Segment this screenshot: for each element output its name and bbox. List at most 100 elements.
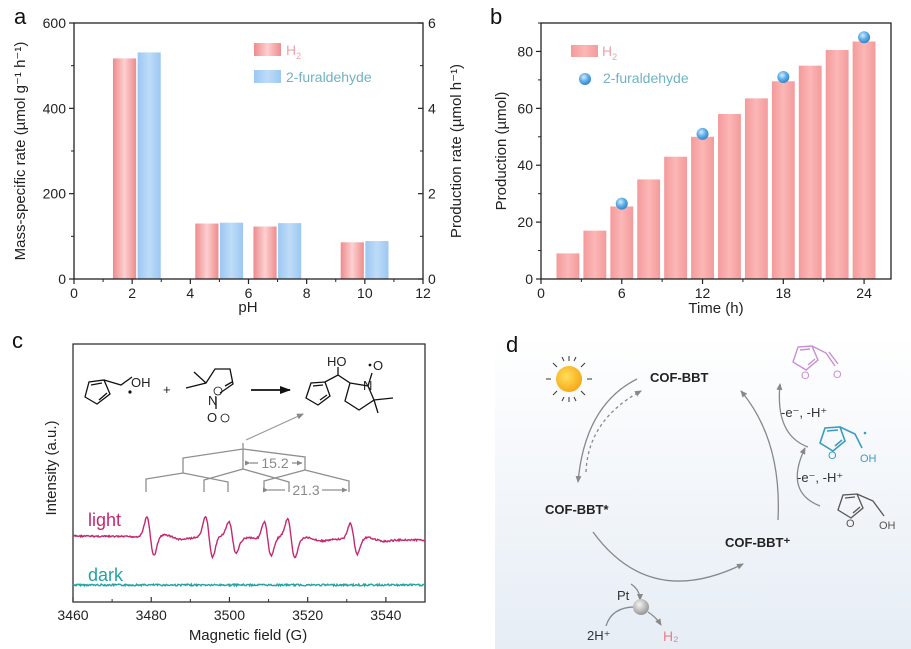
y2-tick-label: 4 [428, 100, 436, 116]
x-tick-label: 3500 [214, 607, 245, 623]
panel-a-x-axis-label: pH [238, 299, 257, 316]
pt-arrow [630, 583, 643, 601]
furfural-structure [792, 345, 839, 371]
plus-sign: + [163, 382, 171, 397]
panel-b-legend: H2 2-furaldehyde [571, 43, 689, 86]
spin-adduct-structure [305, 367, 394, 414]
x-tick-label: 3460 [57, 607, 88, 623]
furfuryl-alcohol-radical-structure [84, 376, 133, 405]
product-n-label: N [363, 378, 372, 393]
bar-h2 [112, 58, 137, 280]
y-tick-label: 600 [43, 15, 67, 31]
bar-furaldehyde [278, 223, 302, 279]
x-tick-label: 6 [618, 285, 626, 301]
x-tick-label: 0 [537, 285, 545, 301]
bar-h2 [610, 206, 634, 279]
epr-trace-dark [72, 582, 426, 588]
regeneration-arrow [740, 390, 780, 521]
reactant-oh-label: OH [131, 375, 151, 390]
pt-label: Pt [617, 588, 630, 603]
furfuryl-alcohol-structure [837, 493, 885, 519]
radical-ring-o: O [828, 450, 837, 462]
bar-h2 [556, 253, 580, 279]
step-label-1: -e⁻, -H⁺ [781, 405, 827, 420]
bar-furaldehyde [219, 222, 244, 279]
oxidation-arrow-1 [796, 447, 821, 507]
furfural-carbonyl-o: O [833, 369, 842, 381]
trace-label-dark: dark [88, 565, 124, 585]
x-tick-label: 0 [70, 285, 78, 301]
panel-a-x-ticks: 0 2 4 6 8 10 12 [70, 279, 431, 301]
panel-b-bars [556, 41, 876, 280]
dmpo-structure [185, 368, 234, 409]
point-furaldehyde [858, 31, 871, 44]
bar-h2 [340, 242, 364, 279]
panel-a: a 0 2 4 6 8 10 12 0 200 400 600 0 2 4 6 pH Mass-spec… [12, 4, 465, 316]
bar-h2 [691, 136, 714, 279]
dmpo-n-label: N [208, 393, 217, 408]
y-tick-label: 0 [58, 271, 66, 287]
product-ho-label: HO [327, 354, 347, 369]
cof-bbt-label: COF-BBT [650, 370, 709, 385]
panel-a-bars [112, 52, 389, 280]
y-tick-label: 200 [43, 186, 67, 202]
radical-dot-icon [368, 363, 372, 367]
h2-product-label: H₂ [663, 628, 679, 644]
bar-furaldehyde [365, 241, 389, 279]
radical-oh-label: OH [860, 453, 877, 465]
panel-b: b 0 6 12 18 24 0 20 40 60 80 Time (h) Production… [490, 4, 892, 317]
bar-h2 [771, 81, 795, 279]
trace-label-light: light [88, 510, 121, 530]
legend-swatch-h2 [571, 45, 598, 57]
adduct-pointer-arrow [245, 413, 304, 441]
cof-bbt-excited-label: COF-BBT* [545, 502, 609, 517]
splitting-label-15-2: 15.2 [261, 455, 288, 471]
legend-label-h2: H2 [286, 42, 301, 61]
pt-particle-icon [633, 599, 649, 615]
panel-a-y-ticks: 0 200 400 600 [43, 15, 74, 287]
x-tick-label: 6 [245, 285, 253, 301]
y-tick-label: 400 [43, 100, 67, 116]
cof-bbt-plus-label: COF-BBT⁺ [725, 535, 790, 550]
bar-h2 [195, 223, 219, 279]
x-tick-label: 10 [357, 285, 373, 301]
oxidation-arrow-2 [776, 383, 809, 448]
point-furaldehyde [696, 127, 709, 140]
bar-h2 [253, 226, 277, 279]
bar-h2 [825, 50, 849, 280]
h2-release-arrow [647, 611, 662, 626]
panel-c-x-axis-label: Magnetic field (G) [189, 627, 307, 644]
panel-c-y-axis-label: Intensity (a.u.) [43, 420, 60, 515]
bar-h2 [744, 98, 768, 279]
y2-tick-label: 0 [428, 271, 436, 287]
panel-a-y2-axis-label: Production rate (µmol h⁻¹) [448, 64, 465, 238]
dmpo-o-label: O [207, 410, 217, 425]
x-tick-label: 8 [303, 285, 311, 301]
step-label-2: -e⁻, -H⁺ [797, 470, 843, 485]
x-tick-label: 18 [776, 285, 792, 301]
legend-marker-furaldehyde [579, 73, 591, 85]
x-tick-label: 24 [856, 285, 872, 301]
epr-trace-light [72, 515, 425, 560]
y-tick-label: 20 [517, 214, 533, 230]
hyperfine-splitting-tree [145, 443, 350, 493]
negative-charge-icon [220, 413, 230, 423]
relaxation-arrow [585, 390, 642, 473]
panel-b-dots [615, 31, 871, 210]
product-o-label: O [373, 358, 383, 373]
panel-d: d COF-BBT COF-BBT* COF-BBT⁺ [495, 332, 911, 649]
panel-a-label: a [14, 4, 27, 29]
x-tick-label: 12 [415, 285, 431, 301]
cycle-arrows [575, 378, 821, 627]
alcohol-ring-o: O [846, 518, 855, 530]
spin-trap-scheme: OH + N O HO N [84, 354, 394, 425]
x-tick-label: 12 [695, 285, 711, 301]
furfural-ring-o: O [801, 370, 810, 382]
y-tick-label: 40 [517, 157, 533, 173]
point-furaldehyde [615, 197, 628, 210]
legend-swatch-h2 [254, 43, 281, 56]
sun-icon [546, 356, 592, 402]
y2-tick-label: 6 [428, 15, 436, 31]
panel-c-label: c [12, 328, 23, 353]
